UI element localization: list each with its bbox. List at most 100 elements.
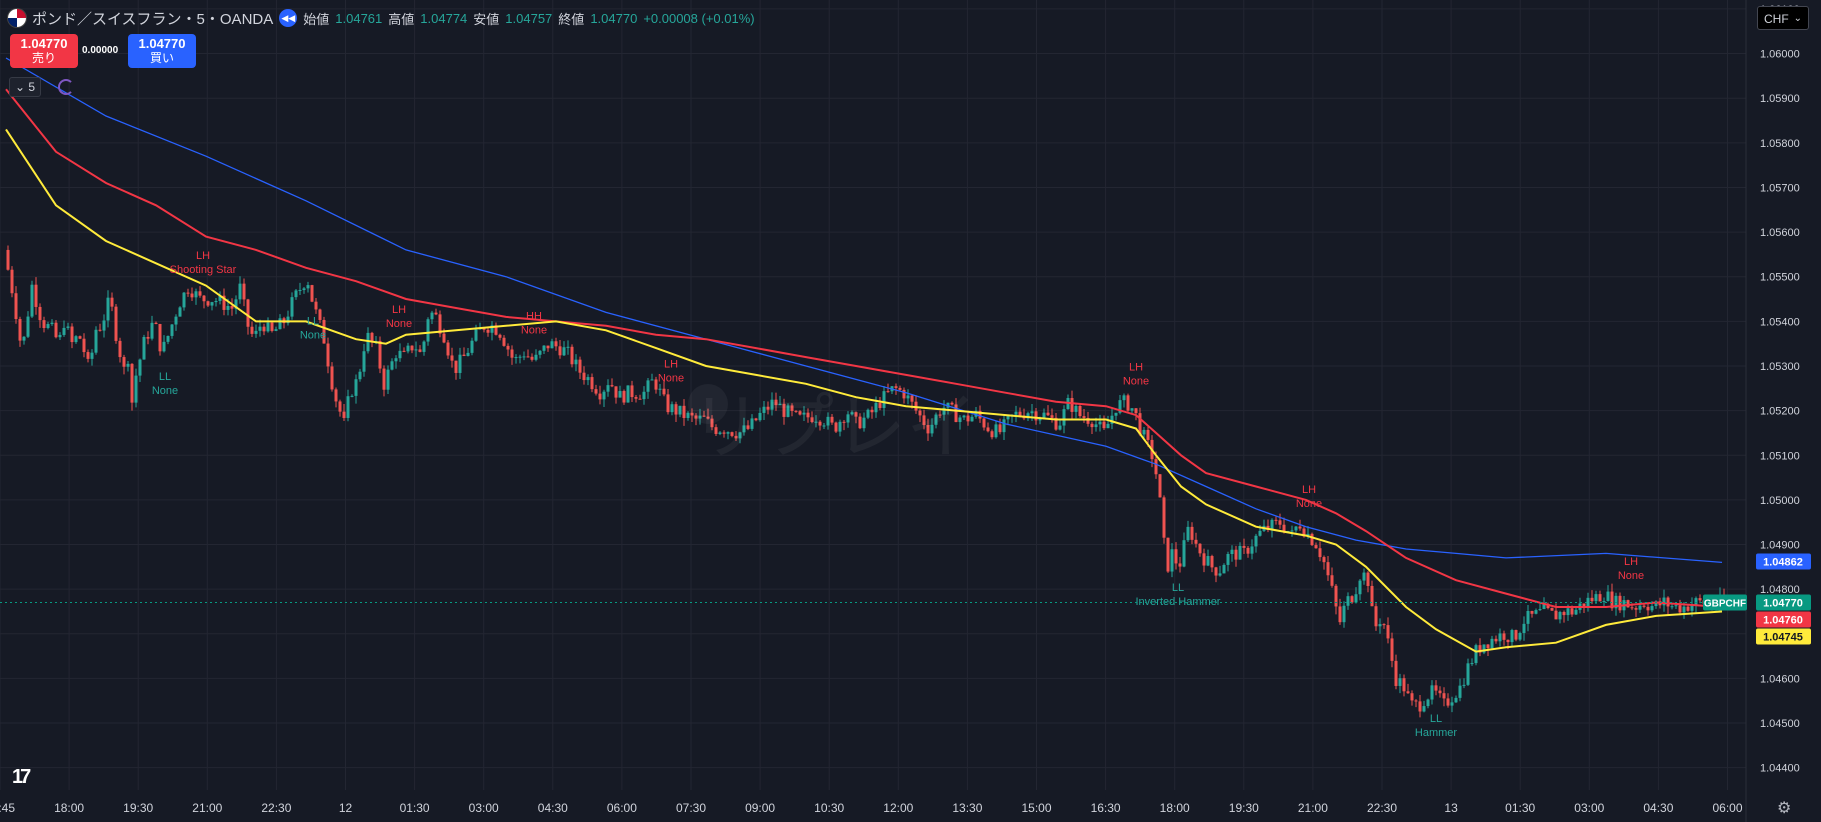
tradingview-logo[interactable]: 17 — [12, 766, 31, 788]
candle-body — [1518, 633, 1522, 640]
candle-body — [1678, 605, 1682, 613]
candle-body — [702, 415, 706, 417]
candle-body — [322, 319, 326, 344]
sell-price: 1.04770 — [20, 36, 68, 51]
candle-body — [1506, 639, 1510, 643]
candle-body — [102, 320, 106, 331]
candle-body — [514, 357, 518, 359]
candle-body — [910, 395, 914, 402]
candle-body — [1114, 412, 1118, 416]
candle-body — [966, 415, 970, 422]
candle-body — [610, 385, 614, 387]
candle-body — [450, 355, 454, 361]
candle-body — [1638, 605, 1642, 610]
candle-body — [50, 322, 54, 325]
candle-body — [442, 333, 446, 343]
candle-body — [930, 424, 934, 434]
swing-label-text: None — [1296, 498, 1322, 510]
sell-button[interactable]: 1.04770 売り — [10, 34, 78, 68]
swing-label-text: None — [300, 330, 326, 342]
candle-body — [10, 269, 14, 294]
candle-body — [1354, 594, 1358, 603]
candle-body — [1130, 408, 1134, 411]
ma-slow-line — [5, 57, 1723, 564]
candle-body — [1222, 564, 1226, 574]
candle-body — [1110, 415, 1114, 424]
candle-body — [1018, 411, 1022, 416]
candle-body — [446, 342, 450, 356]
candle-body — [146, 336, 150, 339]
candle-body — [534, 354, 538, 360]
candle-body — [502, 337, 506, 346]
candle-body — [826, 416, 830, 426]
candle-body — [934, 414, 938, 425]
candle-body — [954, 404, 958, 423]
candle-body — [314, 301, 318, 310]
swing-label-text: Hammer — [1415, 727, 1458, 739]
candle-body — [1090, 423, 1094, 428]
ma-slow-badge: 1.04862 — [1763, 556, 1803, 568]
candle-body — [278, 318, 282, 330]
swing-label-text: LH — [664, 358, 678, 370]
candle-body — [1446, 698, 1450, 706]
candle-body — [346, 396, 350, 418]
buy-button[interactable]: 1.04770 買い — [128, 34, 196, 68]
low-value: 1.04757 — [505, 10, 553, 26]
candle-body — [1146, 429, 1150, 440]
candle-body — [1514, 630, 1518, 640]
price-tick-label: 1.05100 — [1760, 450, 1800, 462]
candle-body — [1674, 605, 1678, 607]
candle-body — [1102, 421, 1106, 429]
high-value: 1.04774 — [420, 10, 468, 26]
candle-body — [670, 404, 674, 413]
candle-body — [526, 356, 530, 358]
price-axis[interactable]: 1.061001.060001.059001.058001.057001.056… — [1760, 4, 1800, 775]
candle-body — [582, 372, 586, 381]
candle-body — [318, 309, 322, 320]
candle-body — [170, 324, 174, 336]
candle-body — [1170, 549, 1174, 572]
candle-body — [990, 431, 994, 438]
candle-body — [1238, 545, 1242, 560]
candle-body — [1370, 585, 1374, 607]
candle-body — [1550, 608, 1554, 611]
candle-body — [486, 329, 490, 333]
candle-body — [730, 432, 734, 436]
gear-icon[interactable]: ⚙ — [1777, 800, 1792, 817]
candle-body — [258, 326, 262, 331]
candle-body — [1454, 697, 1458, 703]
candle-body — [594, 389, 598, 394]
candle-body — [14, 293, 18, 320]
currency-select[interactable]: CHF ⌄ — [1757, 6, 1809, 30]
symbol-title[interactable]: ポンド／スイスフラン・5・OANDA — [32, 10, 274, 28]
candle-body — [358, 371, 362, 380]
candle-body — [118, 340, 122, 358]
indicator-toggle[interactable]: ⌄ 5 — [9, 77, 41, 97]
candle-body — [1530, 610, 1534, 614]
price-tick-label: 1.05500 — [1760, 272, 1800, 284]
candle-body — [622, 391, 626, 403]
candle-body — [142, 336, 146, 360]
candle-body — [122, 357, 126, 367]
candle-body — [590, 377, 594, 390]
candle-body — [982, 418, 986, 428]
candle-body — [338, 401, 342, 412]
candle-body — [482, 328, 486, 330]
candle-body — [150, 322, 154, 339]
price-tick-label: 1.05000 — [1760, 495, 1800, 507]
candle-body — [1246, 547, 1250, 554]
candle-body — [1258, 530, 1262, 536]
candle-body — [1590, 597, 1594, 602]
candle-body — [1210, 556, 1214, 568]
loading-indicator-icon — [58, 79, 74, 95]
time-axis[interactable]: 16:45 18:00 19:30 21:00 22:30 12 01:30 03:00 04:… — [0, 801, 1743, 815]
candle-body — [1038, 417, 1042, 421]
price-tick-label: 1.04500 — [1760, 718, 1800, 730]
replay-rewind-icon[interactable]: ◀◀ — [279, 9, 298, 27]
candle-body — [1046, 412, 1050, 416]
time-tick-label: 04:30 — [1643, 801, 1673, 815]
currency-value: CHF — [1764, 12, 1789, 26]
time-tick-label: 12:00 — [883, 801, 913, 815]
time-tick-label: 15:00 — [1021, 801, 1051, 815]
